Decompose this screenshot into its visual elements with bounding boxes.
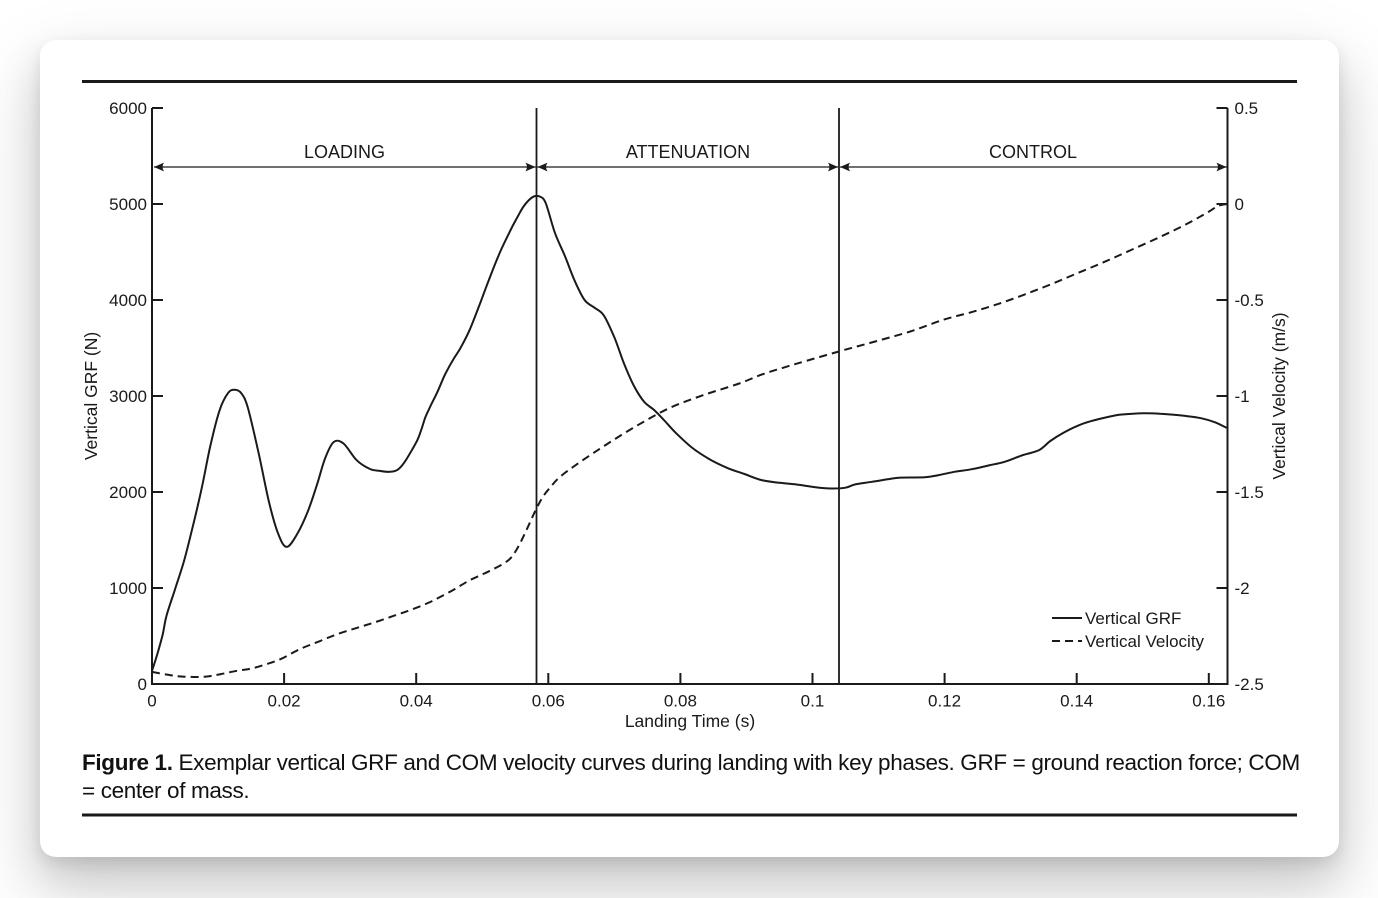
svg-text:0.14: 0.14 xyxy=(1060,692,1093,711)
svg-text:LOADING: LOADING xyxy=(304,142,385,162)
svg-text:0.04: 0.04 xyxy=(400,692,433,711)
svg-text:-2: -2 xyxy=(1235,579,1250,598)
svg-text:-1.5: -1.5 xyxy=(1235,483,1264,502)
svg-text:0.02: 0.02 xyxy=(268,692,301,711)
svg-text:0: 0 xyxy=(138,675,147,694)
svg-text:1000: 1000 xyxy=(109,579,147,598)
svg-text:0.08: 0.08 xyxy=(664,692,697,711)
svg-text:CONTROL: CONTROL xyxy=(989,142,1077,162)
svg-text:0.06: 0.06 xyxy=(532,692,565,711)
svg-text:0.16: 0.16 xyxy=(1192,692,1225,711)
svg-text:Vertical GRF: Vertical GRF xyxy=(1085,609,1181,628)
svg-text:Landing Time (s): Landing Time (s) xyxy=(625,711,755,731)
svg-text:0: 0 xyxy=(147,692,156,711)
svg-text:0.12: 0.12 xyxy=(928,692,961,711)
svg-text:0.1: 0.1 xyxy=(801,692,825,711)
svg-text:Vertical GRF (N): Vertical GRF (N) xyxy=(81,332,101,460)
svg-text:-1: -1 xyxy=(1235,387,1250,406)
svg-text:3000: 3000 xyxy=(109,387,147,406)
svg-text:0: 0 xyxy=(1235,195,1244,214)
svg-text:-2.5: -2.5 xyxy=(1235,675,1264,694)
svg-text:0.5: 0.5 xyxy=(1235,99,1259,118)
svg-text:6000: 6000 xyxy=(109,99,147,118)
svg-text:2000: 2000 xyxy=(109,483,147,502)
svg-text:4000: 4000 xyxy=(109,291,147,310)
svg-text:5000: 5000 xyxy=(109,195,147,214)
svg-text:-0.5: -0.5 xyxy=(1235,291,1264,310)
svg-text:ATTENUATION: ATTENUATION xyxy=(626,142,750,162)
svg-text:Vertical Velocity: Vertical Velocity xyxy=(1085,632,1205,651)
svg-text:Vertical Velocity (m/s): Vertical Velocity (m/s) xyxy=(1269,312,1289,479)
